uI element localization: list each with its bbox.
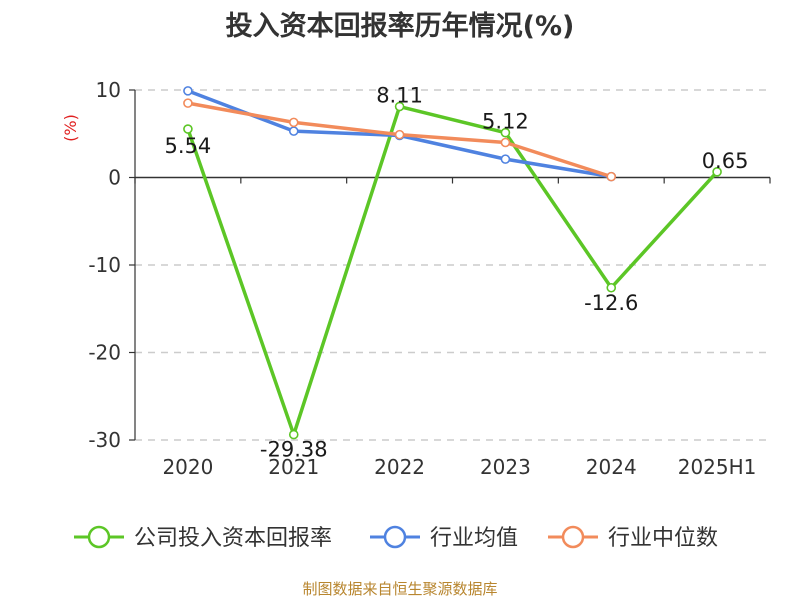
series-point-2 [500, 137, 511, 148]
source-note: 制图数据来自恒生聚源数据库 [302, 580, 498, 598]
y-tick-label: -30 [88, 428, 121, 452]
series-point-2 [394, 129, 405, 140]
grid-layer [135, 89, 770, 441]
series-point-2 [606, 171, 617, 182]
series-point-2 [288, 117, 299, 128]
legend-layer: 公司投入资本回报率 行业均值 行业中位数 [74, 525, 718, 551]
data-label: 5.12 [482, 110, 529, 134]
legend-marker [383, 525, 407, 549]
series-line-0 [186, 104, 719, 437]
data-label: -12.6 [584, 291, 638, 315]
y-axis-unit: (%) [61, 114, 80, 142]
label-layer: 5.54 -29.38 8.11 5.12 -12.6 0.65 [165, 84, 749, 462]
series-point-0 [394, 101, 405, 112]
series-point-1 [183, 86, 193, 96]
x-tick-label: 2021 [268, 455, 319, 479]
y-tick-label: 10 [96, 78, 121, 102]
legend-label: 公司投入资本回报率 [134, 526, 332, 551]
x-tick-label: 2020 [162, 455, 213, 479]
data-label: 0.65 [702, 149, 749, 173]
series-point-0 [606, 282, 617, 293]
series-point-1 [500, 154, 511, 164]
x-tick-label: 2024 [586, 455, 637, 479]
x-tick-label: 2023 [480, 455, 531, 479]
legend-marker [561, 525, 585, 549]
x-tick-label: 2022 [374, 455, 425, 479]
x-tick-label: 2025H1 [678, 455, 757, 479]
data-label: -29.38 [260, 438, 328, 462]
y-tick-label: -20 [88, 341, 121, 365]
series-point-0 [500, 127, 511, 138]
chart-title: 投入资本回报率历年情况(%) [225, 11, 575, 42]
legend-marker [87, 525, 111, 549]
y-tick-label: 0 [108, 166, 121, 190]
data-label: 5.54 [165, 134, 212, 158]
series-point-0 [712, 167, 722, 177]
series-point-0 [288, 429, 299, 440]
series-layer [183, 86, 722, 440]
axis-layer: 10 0 -10 -20 -30 (%) 2020 2021 2022 2023 2024 2025H… [61, 78, 771, 479]
series-point-2 [183, 98, 193, 108]
legend-label: 行业均值 [430, 526, 518, 551]
y-tick-label: -10 [88, 253, 121, 277]
legend-label: 行业中位数 [608, 526, 718, 551]
series-point-1 [288, 126, 299, 136]
data-label: 8.11 [376, 84, 423, 108]
series-point-0 [183, 124, 193, 134]
